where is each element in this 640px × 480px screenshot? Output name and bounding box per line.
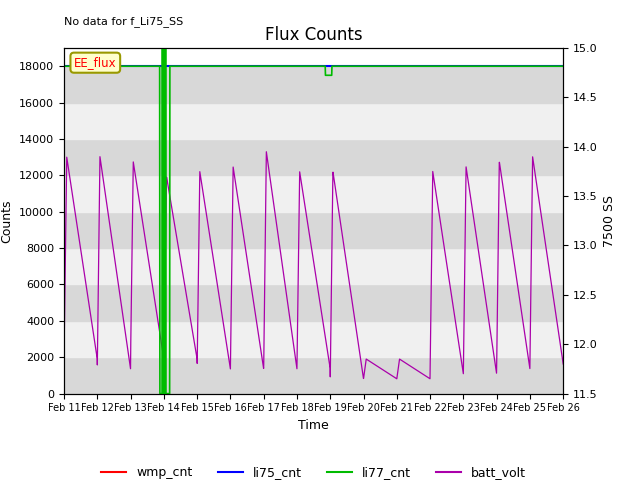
Bar xyxy=(64,212,563,248)
Bar xyxy=(64,139,563,175)
Bar xyxy=(64,285,563,321)
Text: EE_flux: EE_flux xyxy=(74,56,116,69)
Legend: wmp_cnt, li75_cnt, li77_cnt, batt_volt: wmp_cnt, li75_cnt, li77_cnt, batt_volt xyxy=(97,461,531,480)
Bar xyxy=(64,248,563,285)
Bar xyxy=(64,321,563,357)
Y-axis label: 7500 SS: 7500 SS xyxy=(604,195,616,247)
Bar xyxy=(64,357,563,394)
Bar xyxy=(64,175,563,212)
X-axis label: Time: Time xyxy=(298,419,329,432)
Text: No data for f_Li75_SS: No data for f_Li75_SS xyxy=(64,16,183,27)
Y-axis label: Counts: Counts xyxy=(1,199,13,242)
Title: Flux Counts: Flux Counts xyxy=(265,25,362,44)
Bar xyxy=(64,103,563,139)
Bar xyxy=(64,66,563,103)
